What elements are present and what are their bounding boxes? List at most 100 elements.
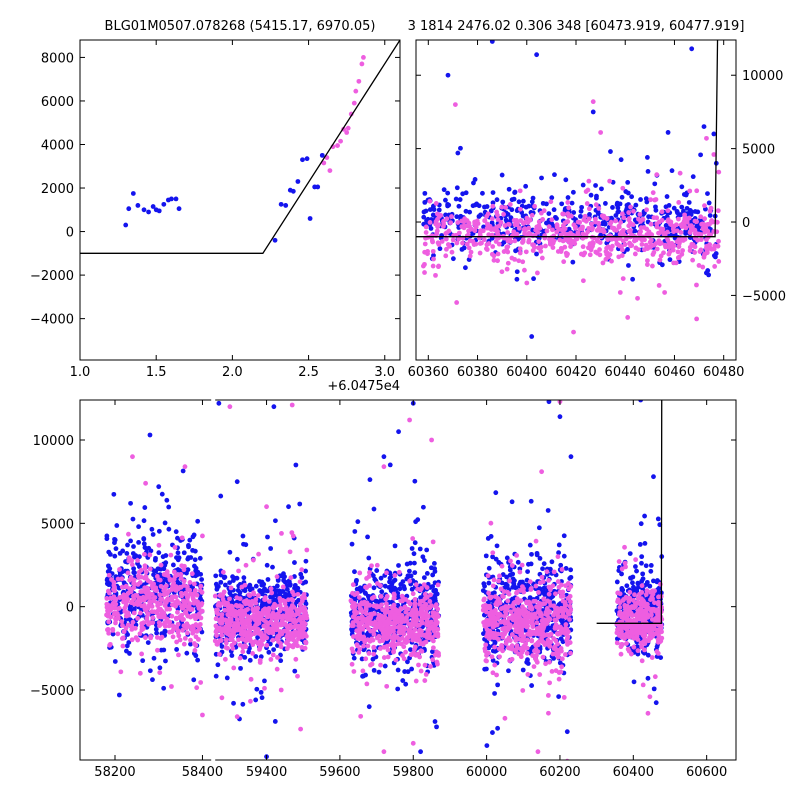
data-point-pink: [327, 168, 333, 174]
data-point-pink: [287, 549, 293, 555]
data-point-pink: [620, 185, 626, 191]
data-point-pink: [424, 594, 430, 600]
data-point-blue: [500, 199, 506, 205]
data-point-pink: [560, 238, 566, 244]
data-point-pink: [147, 552, 153, 558]
data-point-blue: [195, 518, 201, 524]
data-point-pink: [356, 78, 362, 84]
data-point-pink: [284, 646, 290, 651]
data-point-pink: [122, 605, 128, 611]
data-point-pink: [158, 583, 164, 589]
data-point-blue: [644, 199, 650, 205]
data-point-blue: [388, 588, 394, 594]
data-point-pink: [197, 626, 203, 632]
data-point-blue: [126, 640, 132, 645]
data-point-pink: [237, 596, 243, 602]
data-point-pink: [425, 248, 431, 254]
data-point-pink: [253, 597, 259, 602]
data-point-pink: [126, 531, 131, 537]
data-point-pink: [163, 590, 169, 596]
data-point-pink: [702, 229, 708, 235]
data-point-pink: [411, 650, 416, 656]
data-point-blue: [213, 673, 219, 679]
data-point-pink: [271, 605, 276, 611]
outlier-blue: [472, 177, 478, 182]
outlier-pink: [571, 329, 576, 335]
data-point-pink: [282, 606, 287, 612]
data-point-pink: [504, 266, 510, 272]
data-point-blue: [554, 216, 559, 221]
data-point-pink: [654, 172, 660, 178]
data-point-pink: [423, 224, 429, 230]
data-point-pink: [693, 230, 699, 236]
data-point-pink: [702, 203, 707, 209]
x-tick-label: 60360: [408, 365, 449, 380]
data-point-pink: [459, 218, 465, 224]
data-point-pink: [149, 604, 155, 609]
data-point-pink: [166, 623, 172, 629]
data-point-blue: [490, 730, 495, 735]
data-point-blue: [387, 462, 393, 468]
data-point-blue: [509, 499, 515, 505]
data-point-pink: [276, 639, 281, 645]
data-point-pink: [357, 623, 363, 629]
data-point-pink: [228, 612, 234, 617]
data-point-pink: [191, 581, 197, 587]
data-point-pink: [361, 55, 366, 60]
data-point-pink: [139, 624, 145, 630]
data-point-pink: [129, 562, 135, 568]
data-point-pink: [371, 645, 377, 650]
data-point-pink: [410, 591, 416, 597]
data-point-blue: [571, 210, 577, 215]
data-point-pink: [167, 576, 173, 582]
data-point-pink: [291, 624, 297, 630]
data-point-pink: [444, 246, 449, 252]
data-point-pink: [517, 250, 523, 256]
outlier-blue: [652, 181, 658, 187]
data-point-blue: [432, 569, 438, 574]
data-point-pink: [714, 219, 720, 225]
data-point-pink: [586, 216, 592, 222]
data-point-pink: [371, 621, 377, 627]
data-point-pink: [692, 250, 698, 255]
data-point-pink: [243, 607, 249, 613]
data-point-blue: [556, 550, 561, 556]
data-point-blue: [174, 555, 179, 560]
data-point-blue: [195, 657, 201, 663]
data-point-blue: [269, 594, 275, 600]
data-point-pink: [441, 218, 447, 224]
data-point-pink: [608, 219, 614, 225]
data-point-pink: [394, 607, 399, 613]
outlier-pink: [679, 251, 685, 257]
data-point-blue: [197, 555, 203, 561]
data-point-pink: [124, 599, 130, 605]
data-point-pink: [175, 621, 181, 627]
outlier-pink: [716, 169, 722, 175]
data-point-pink: [427, 198, 433, 204]
data-point-pink: [115, 606, 121, 612]
data-point-pink: [593, 216, 598, 222]
data-point-pink: [392, 573, 398, 578]
data-point-blue: [603, 201, 608, 206]
data-point-blue: [303, 579, 309, 585]
data-point-pink: [297, 579, 303, 585]
outlier-pink: [711, 152, 717, 157]
data-point-blue: [602, 221, 608, 227]
data-point-blue: [130, 516, 136, 522]
data-point-pink: [665, 237, 671, 243]
data-point-pink: [526, 225, 532, 231]
data-point-blue: [271, 647, 277, 652]
data-point-pink: [110, 626, 116, 632]
data-point-pink: [555, 579, 561, 584]
data-point-pink: [271, 613, 277, 618]
data-point-blue: [504, 574, 509, 580]
data-point-pink: [105, 608, 110, 614]
data-point-pink: [698, 237, 704, 243]
data-point-pink: [613, 218, 618, 224]
data-point-pink: [298, 631, 303, 637]
data-point-pink: [395, 641, 401, 646]
data-point-pink: [419, 609, 425, 614]
data-point-blue: [253, 583, 259, 589]
data-point-pink: [401, 644, 407, 650]
data-point-pink: [418, 631, 423, 637]
